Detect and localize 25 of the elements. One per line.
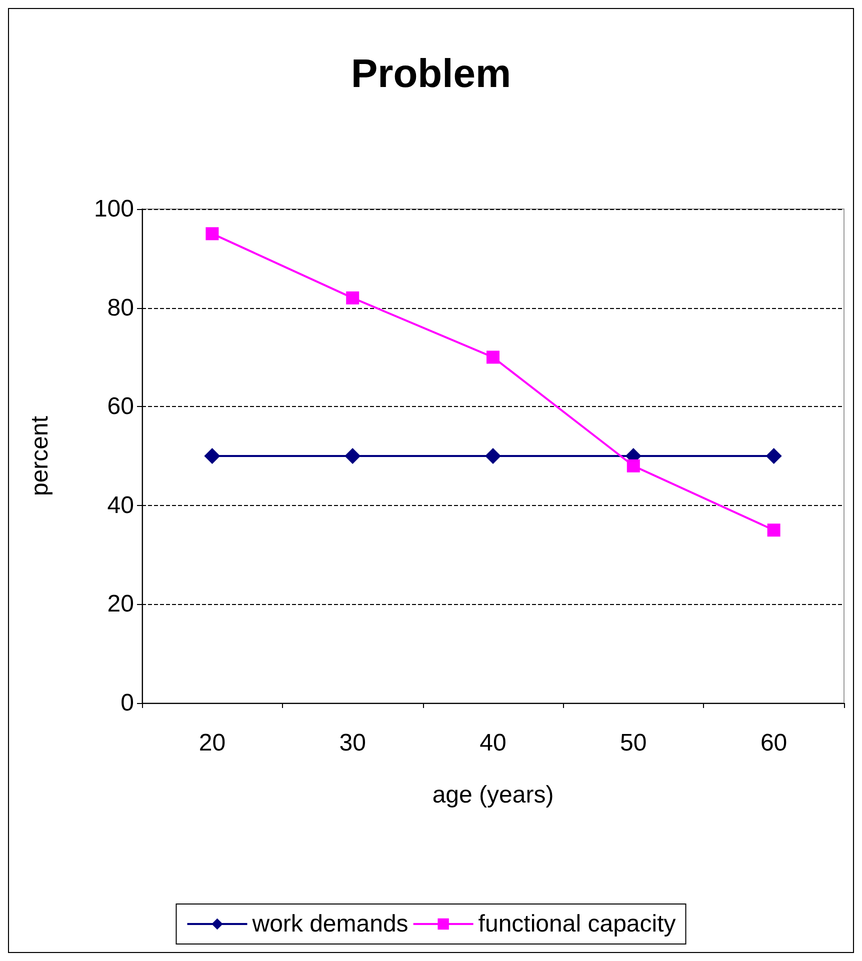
- y-tick-label: 80: [107, 294, 134, 322]
- x-tick-label: 40: [480, 730, 506, 756]
- point: [486, 350, 500, 364]
- x-tick-label: 50: [620, 730, 647, 756]
- y-tick-label: 20: [107, 590, 134, 618]
- y-tick-label: 0: [120, 690, 134, 716]
- point: [344, 448, 361, 464]
- point: [766, 448, 782, 464]
- legend-label: work demands: [251, 910, 408, 938]
- y-tick-label: 100: [94, 196, 134, 222]
- legend-label: functional capacity: [478, 910, 676, 938]
- point: [346, 291, 360, 304]
- y-tick-label: 40: [107, 492, 134, 519]
- point: [206, 227, 219, 240]
- point: [485, 448, 501, 464]
- x-tick-label: 60: [760, 730, 788, 756]
- x-tick-label: 30: [339, 730, 366, 756]
- y-tick-label: 60: [107, 393, 134, 420]
- y-axis-title: percent: [26, 416, 54, 496]
- point: [204, 448, 220, 464]
- point: [767, 524, 780, 537]
- chart-title: Problem: [350, 52, 512, 96]
- point: [626, 459, 640, 472]
- x-tick-label: 20: [198, 730, 226, 756]
- x-axis-title: age (years): [432, 782, 554, 808]
